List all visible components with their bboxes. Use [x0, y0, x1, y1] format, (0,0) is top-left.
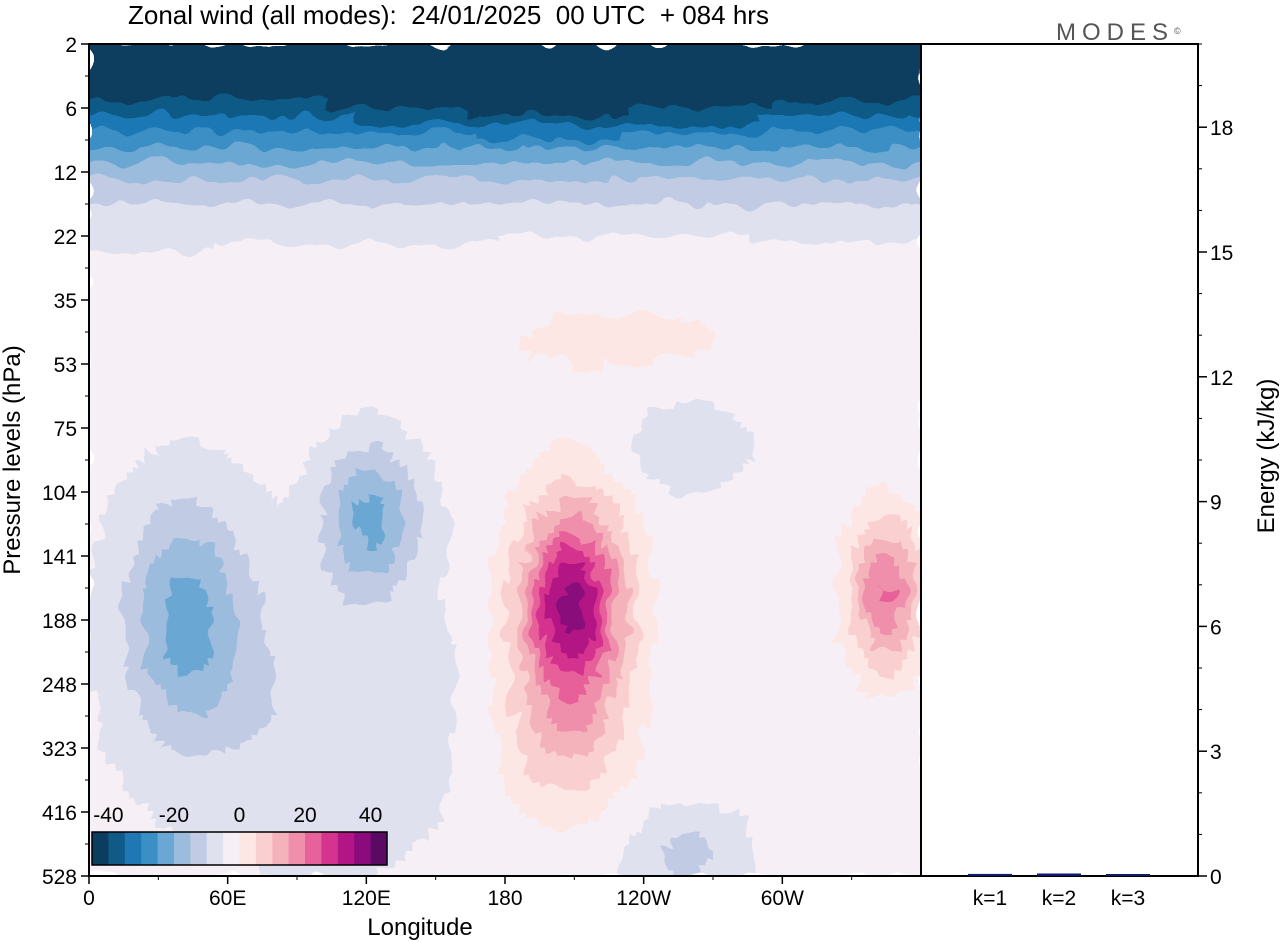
x-tick-label: 0	[83, 887, 95, 910]
colorbar-swatch	[321, 832, 339, 865]
colorbar-swatch	[206, 832, 224, 865]
energy-tick-label: 3	[1210, 741, 1222, 764]
y-tick-label: 248	[42, 674, 77, 697]
energy-category-label: k=2	[1042, 887, 1076, 910]
energy-tick-label: 9	[1210, 492, 1222, 515]
y-tick-label: 323	[42, 738, 77, 761]
colorbar-tick-label: -20	[159, 804, 189, 827]
brand-text: MODES	[1056, 19, 1175, 46]
energy-bar	[968, 873, 1012, 876]
colorbar-swatch	[157, 832, 175, 865]
colorbar-tick-label: 40	[359, 804, 382, 827]
colorbar-swatch	[288, 832, 306, 865]
energy-category-label: k=3	[1111, 887, 1145, 910]
copyright-mark: ©	[1174, 26, 1181, 36]
energy-tick-label: 0	[1210, 866, 1222, 889]
colorbar-swatch	[337, 832, 355, 865]
x-tick-label: 180	[487, 887, 522, 910]
colorbar-swatch	[305, 832, 322, 865]
field-cells	[89, 44, 921, 876]
energy-tick-label: 15	[1210, 242, 1233, 265]
energy-axis-label: Energy (kJ/kg)	[1253, 379, 1280, 534]
x-tick-label: 60W	[761, 887, 804, 910]
colorbar-tick-label: 0	[234, 804, 246, 827]
colorbar-tick-label: -40	[93, 804, 123, 827]
x-axis-label: Longitude	[367, 914, 472, 941]
y-tick-label: 2	[65, 34, 77, 57]
wind-contour-field	[89, 44, 921, 876]
y-tick-label: 104	[42, 482, 77, 505]
y-tick-label: 12	[54, 162, 77, 185]
colorbar-swatch	[190, 832, 208, 865]
colorbar-tick-label: 20	[293, 804, 316, 827]
colorbar-swatch	[173, 832, 191, 865]
x-tick-label: 120E	[342, 887, 391, 910]
energy-bar	[1037, 873, 1081, 876]
colorbar-frame	[91, 831, 388, 866]
colorbar-swatch	[370, 832, 388, 865]
x-tick-label: 120W	[616, 887, 671, 910]
colorbar-swatch	[141, 832, 159, 865]
x-tick-label: 60E	[209, 887, 246, 910]
y-tick-label: 416	[42, 802, 77, 825]
energy-category-label: k=1	[973, 887, 1007, 910]
colorbar-swatch	[223, 832, 240, 865]
colorbar-swatch	[255, 832, 273, 865]
energy-bar	[1106, 874, 1150, 876]
y-tick-label: 35	[54, 290, 77, 313]
modes-logo: MODES©	[1056, 18, 1181, 48]
energy-tick-label: 12	[1210, 367, 1233, 390]
y-axis-label: Pressure levels (hPa)	[0, 345, 26, 574]
y-tick-label: 141	[42, 546, 77, 569]
y-tick-label: 188	[42, 610, 77, 633]
energy-tick-label: 6	[1210, 616, 1222, 639]
y-tick-label: 528	[42, 866, 77, 889]
y-tick-label: 22	[54, 226, 77, 249]
y-tick-label: 53	[54, 354, 77, 377]
y-tick-label: 75	[54, 418, 77, 441]
colorbar-swatch	[124, 832, 142, 865]
colorbar-swatch	[354, 832, 372, 865]
energy-tick-label: 18	[1210, 117, 1233, 140]
colorbar-swatch	[272, 832, 290, 865]
bar-panel-frame	[920, 43, 1199, 877]
colorbar-legend: -40 -20 0 20 40	[91, 804, 388, 866]
chart-title: Zonal wind (all modes): 24/01/2025 00 UT…	[128, 0, 769, 30]
energy-bar-panel: 0 3 6 9 12 15 18 Energy (kJ/kg) k=1 k=2 k=3	[920, 43, 1280, 910]
colorbar-swatch	[92, 832, 109, 865]
y-tick-label: 6	[65, 98, 77, 121]
colorbar-swatch	[108, 832, 126, 865]
colorbar-swatch	[239, 832, 257, 865]
